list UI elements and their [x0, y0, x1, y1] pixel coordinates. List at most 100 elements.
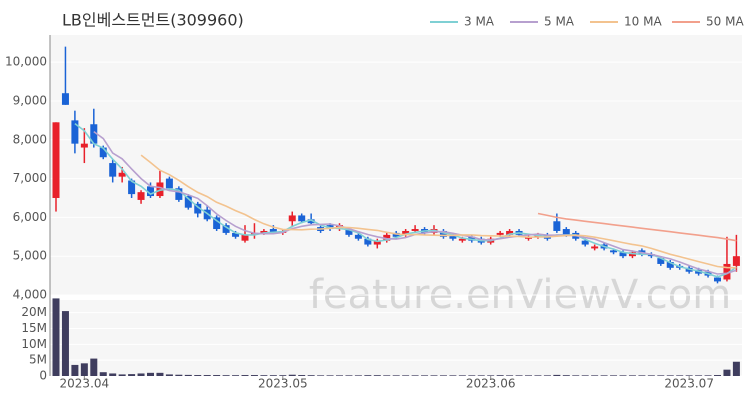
volume-bar	[241, 375, 249, 376]
volume-bar	[506, 375, 514, 376]
volume-bar	[591, 375, 599, 376]
volume-bar	[723, 369, 731, 376]
volume-tick-label: 0	[39, 369, 47, 383]
volume-bar	[534, 375, 542, 376]
volume-bar	[147, 372, 154, 376]
candle-body	[411, 229, 419, 231]
volume-bar	[619, 375, 627, 376]
volume-bar	[411, 375, 419, 376]
volume-bar	[326, 375, 334, 376]
candle-body	[553, 221, 561, 231]
candle-body	[260, 230, 268, 233]
volume-bar	[383, 375, 391, 376]
volume-bar	[71, 364, 79, 376]
volume-bar	[345, 375, 353, 376]
volume-bar	[562, 375, 570, 376]
volume-bar	[298, 375, 306, 376]
candle-body	[147, 186, 154, 197]
candle-body	[232, 232, 240, 237]
volume-bar	[421, 375, 429, 376]
volume-bar	[647, 375, 655, 376]
candle-body	[619, 252, 627, 257]
candle-body	[213, 217, 221, 230]
legend-label: 50 MA	[706, 15, 744, 29]
volume-bar	[354, 375, 362, 376]
volume-bar	[392, 375, 400, 376]
volume-bar	[222, 375, 230, 376]
candle-body	[439, 230, 447, 237]
volume-bar	[156, 372, 164, 376]
x-tick-label: 2023.05	[258, 377, 308, 391]
y-tick-label: 10,000	[5, 55, 47, 69]
candle-body	[610, 250, 618, 253]
volume-bar	[543, 375, 551, 376]
candle-body	[298, 215, 306, 222]
volume-bar	[515, 375, 523, 376]
candle-body	[222, 225, 230, 233]
volume-bar	[364, 375, 372, 376]
volume-bar	[336, 375, 343, 376]
legend-label: 10 MA	[624, 15, 662, 29]
volume-tick-label: 20M	[21, 305, 47, 319]
candle-body	[354, 234, 362, 239]
candle-body	[383, 234, 391, 241]
candle-body	[137, 192, 145, 200]
volume-bar	[496, 375, 504, 376]
volume-bar	[704, 375, 712, 376]
volume-bar	[307, 375, 315, 376]
candle-body	[732, 256, 740, 266]
y-tick-label: 9,000	[13, 93, 47, 107]
volume-bar	[109, 373, 117, 376]
volume-bar	[666, 375, 674, 376]
candle-body	[458, 238, 466, 241]
volume-bar	[99, 372, 107, 376]
y-tick-label: 4,000	[13, 288, 47, 302]
candle-body	[52, 122, 60, 198]
candle-body	[307, 219, 315, 224]
candle-body	[118, 172, 126, 177]
volume-bar	[194, 375, 202, 376]
y-tick-label: 6,000	[13, 210, 47, 224]
candle-body	[506, 230, 514, 235]
candle-body	[373, 240, 381, 245]
candle-body	[364, 238, 372, 245]
candle-body	[496, 232, 504, 235]
candle-body	[99, 147, 107, 158]
volume-bar	[317, 375, 325, 376]
candle-body	[581, 240, 589, 245]
candle-body	[345, 229, 353, 235]
volume-bar	[260, 375, 268, 376]
candle-body	[591, 246, 599, 249]
volume-tick-label: 15M	[21, 321, 47, 335]
volume-bar	[638, 375, 646, 376]
x-tick-label: 2023.06	[466, 377, 516, 391]
ma-line	[140, 154, 737, 269]
volume-bar	[553, 374, 561, 376]
candle-body	[156, 182, 164, 197]
volume-bar	[279, 375, 287, 376]
volume-bar	[487, 375, 495, 376]
candle-body	[194, 203, 202, 214]
candle-body	[647, 254, 655, 257]
volume-bar	[458, 375, 466, 376]
volume-bar	[449, 375, 457, 376]
y-tick-label: 5,000	[13, 249, 47, 263]
volume-tick-label: 5M	[29, 353, 47, 367]
volume-bar	[695, 375, 703, 376]
volume-bar	[657, 375, 665, 376]
ma-line	[537, 212, 737, 242]
candle-body	[80, 143, 88, 148]
candle-body	[714, 277, 721, 282]
volume-bar	[477, 375, 485, 376]
volume-bar	[628, 375, 636, 376]
candle-body	[449, 234, 457, 239]
volume-bar	[250, 375, 258, 376]
volume-bar	[430, 375, 438, 376]
legend-label: 3 MA	[464, 15, 495, 29]
volume-bar	[269, 375, 277, 376]
volume-bar	[676, 375, 684, 376]
volume-bar	[439, 375, 447, 376]
volume-bar	[600, 375, 608, 376]
candle-body	[562, 229, 570, 235]
